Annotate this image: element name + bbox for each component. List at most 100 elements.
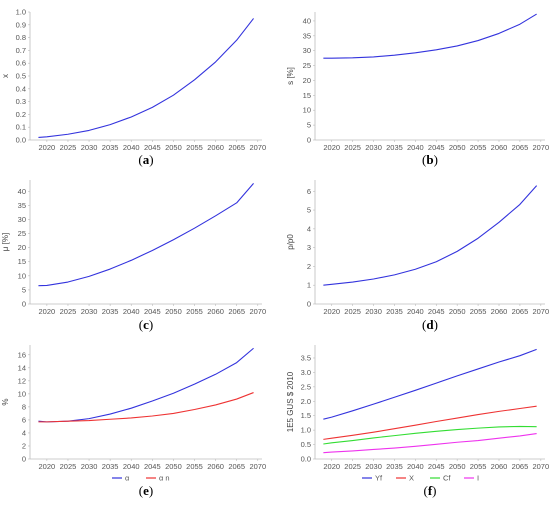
x-tick-label: 2045: [428, 143, 445, 152]
x-tick-label: 2065: [512, 143, 529, 152]
legend-label: Cf: [443, 474, 451, 483]
x-tick-label: 2040: [407, 462, 424, 471]
legend-label: α: [125, 474, 130, 483]
series-line-0: [38, 18, 254, 138]
y-tick-label: 0.6: [16, 59, 26, 68]
y-tick-label: 2.5: [301, 382, 311, 391]
y-tick-label: 0: [307, 136, 311, 145]
legend: Yf X Cf I: [362, 474, 479, 483]
x-tick-label: 2050: [449, 462, 466, 471]
x-tick-label: 2035: [386, 462, 403, 471]
y-tick-label: 8: [22, 402, 26, 411]
x-tick-label: 2055: [186, 462, 203, 471]
x-tick-label: 2070: [249, 143, 266, 152]
y-tick-label: 35: [303, 31, 311, 40]
x-tick-label: 2025: [60, 462, 77, 471]
x-tick-label: 2070: [249, 462, 266, 471]
x-tick-label: 2045: [428, 307, 445, 316]
y-tick-label: 3.0: [301, 368, 311, 377]
x-tick-label: 2035: [386, 307, 403, 316]
x-tick-label: 2070: [532, 462, 549, 471]
panel-caption: (f): [423, 483, 436, 498]
y-tick-label: 1.5: [301, 411, 311, 420]
x-tick-label: 2065: [512, 307, 529, 316]
y-tick-label: 20: [303, 76, 311, 85]
x-tick-label: 2035: [102, 462, 119, 471]
x-tick-label: 2070: [532, 143, 549, 152]
panel-caption: (e): [139, 483, 153, 498]
series-line-α n: [38, 392, 254, 423]
y-axis-label: 1E5 GUS $ 2010: [286, 371, 295, 432]
y-tick-label: 15: [303, 91, 311, 100]
x-tick-label: 2030: [365, 143, 382, 152]
x-tick-label: 2070: [532, 307, 549, 316]
x-tick-label: 2045: [144, 307, 161, 316]
y-tick-label: 10: [303, 106, 311, 115]
panel-caption: (a): [138, 152, 153, 167]
x-tick-label: 2025: [60, 307, 77, 316]
y-axis-label: s [%]: [286, 67, 295, 85]
x-tick-label: 2065: [228, 143, 245, 152]
series-line-X: [323, 405, 537, 440]
x-tick-label: 2025: [344, 143, 361, 152]
y-tick-label: 6: [307, 187, 311, 196]
series-line-0: [323, 13, 537, 59]
y-axis-label: %: [1, 398, 10, 405]
y-tick-label: 0: [22, 300, 26, 309]
y-tick-label: 15: [18, 257, 26, 266]
legend-label: α n: [159, 474, 170, 483]
x-tick-label: 2065: [228, 462, 245, 471]
x-tick-label: 2060: [491, 462, 508, 471]
x-tick-label: 2055: [470, 143, 487, 152]
y-tick-label: 0.9: [16, 20, 26, 29]
x-tick-label: 2040: [123, 307, 140, 316]
y-tick-label: 10: [18, 271, 26, 280]
x-tick-label: 2060: [491, 307, 508, 316]
x-tick-label: 2070: [249, 307, 266, 316]
y-tick-label: 0.2: [16, 110, 26, 119]
x-tick-label: 2025: [60, 143, 77, 152]
y-tick-label: 35: [18, 201, 26, 210]
y-tick-label: 40: [18, 187, 26, 196]
x-tick-label: 2030: [81, 143, 98, 152]
series-line-I: [323, 433, 537, 454]
y-tick-label: 1: [307, 281, 311, 290]
panel-caption: (b): [422, 152, 438, 167]
panel-caption: (c): [139, 317, 153, 332]
x-tick-label: 2055: [186, 307, 203, 316]
y-tick-label: 0.0: [301, 455, 311, 464]
panel-f: 0.0 0.5 1.0 1.5 2.0 2.5 3.0 3.5 2020 2025 2030 2035…: [286, 345, 549, 498]
y-tick-label: 4: [22, 428, 26, 437]
y-tick-label: 6: [22, 415, 26, 424]
panel-e: 0 2 4 6 8 10 12 14 16 2020 2025 2030 2035 2040 2045 205…: [1, 345, 266, 498]
y-tick-label: 2: [307, 262, 311, 271]
series-line-0: [38, 183, 254, 287]
x-tick-label: 2050: [165, 307, 182, 316]
x-tick-label: 2060: [207, 307, 224, 316]
x-tick-label: 2020: [323, 462, 340, 471]
y-tick-label: 14: [18, 363, 26, 372]
y-tick-label: 1.0: [16, 8, 26, 17]
y-tick-label: 1.0: [301, 426, 311, 435]
x-tick-label: 2035: [102, 143, 119, 152]
y-tick-label: 0.0: [16, 136, 26, 145]
x-tick-label: 2020: [39, 307, 56, 316]
legend-label: I: [477, 474, 479, 483]
x-tick-label: 2035: [386, 143, 403, 152]
x-tick-label: 2030: [365, 307, 382, 316]
series-line-0: [323, 185, 538, 286]
x-tick-label: 2020: [323, 307, 340, 316]
y-tick-label: 5: [307, 206, 311, 215]
panel-caption: (d): [422, 317, 438, 332]
legend-label: X: [409, 474, 414, 483]
y-tick-label: 30: [18, 215, 26, 224]
x-tick-label: 2050: [449, 143, 466, 152]
x-tick-label: 2025: [344, 307, 361, 316]
x-tick-label: 2045: [428, 462, 445, 471]
y-tick-label: 0.3: [16, 97, 26, 106]
x-tick-label: 2045: [144, 462, 161, 471]
x-tick-label: 2050: [165, 462, 182, 471]
